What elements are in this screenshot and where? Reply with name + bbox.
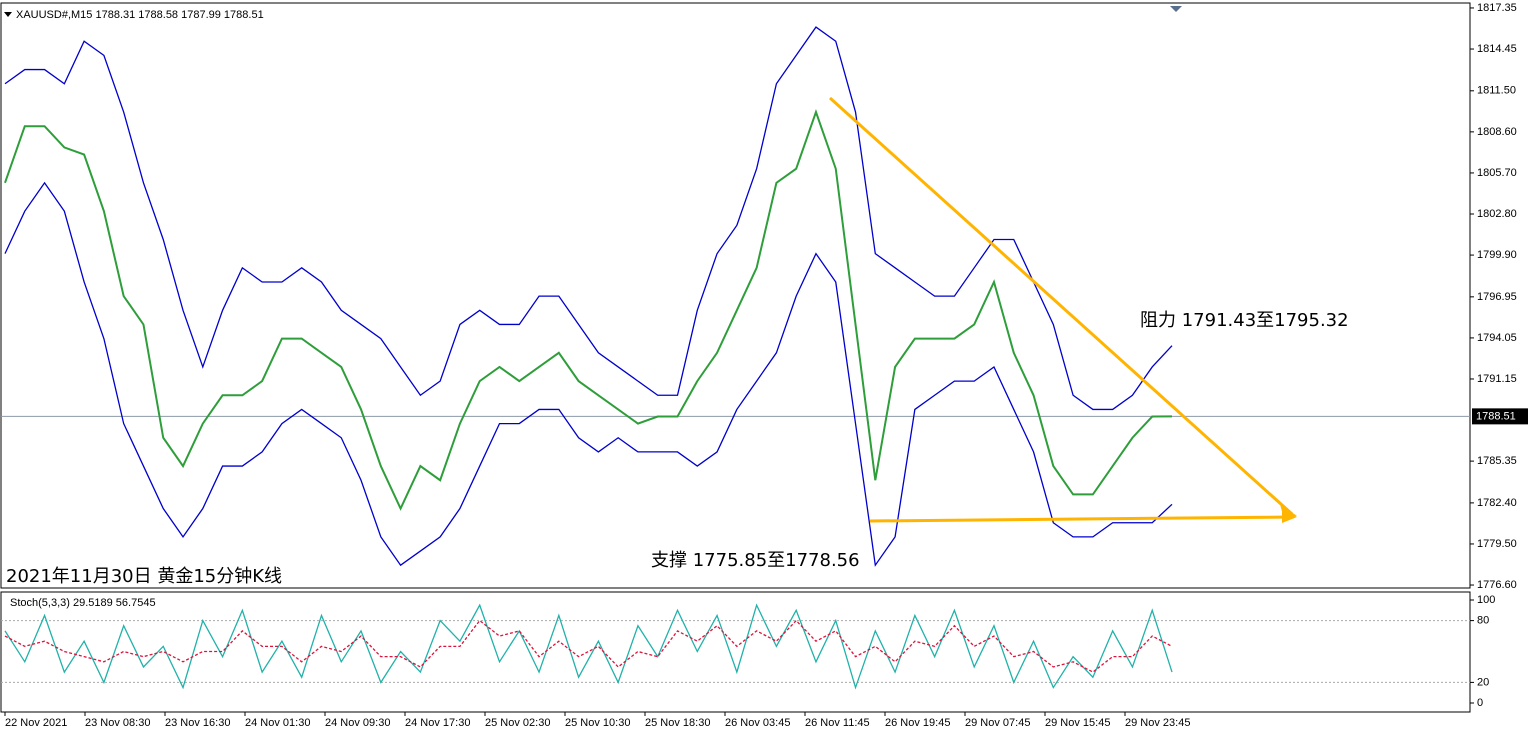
y-tick-label: 1805.70 — [1477, 167, 1517, 179]
current-price-label: 1788.51 — [1476, 410, 1516, 422]
stoch-line — [4, 603, 1173, 690]
x-tick-label: 25 Nov 18:30 — [645, 717, 710, 729]
y-tick-label: 1817.35 — [1477, 2, 1517, 14]
x-tick-label: 29 Nov 07:45 — [965, 717, 1030, 729]
stoch-tick-label: 20 — [1477, 676, 1489, 688]
support-trendline — [869, 515, 1293, 523]
y-tick-label: 1776.60 — [1477, 579, 1517, 591]
x-tick-label: 22 Nov 2021 — [5, 717, 67, 729]
stoch-label: Stoch(5,3,3) 29.5189 56.7545 — [10, 597, 156, 609]
stoch-tick-label: 80 — [1477, 615, 1489, 627]
x-tick-label: 25 Nov 10:30 — [565, 717, 630, 729]
y-tick-label: 1782.40 — [1477, 497, 1517, 509]
y-tick-label: 1802.80 — [1477, 208, 1517, 220]
x-tick-label: 24 Nov 17:30 — [405, 717, 470, 729]
x-tick-label: 25 Nov 02:30 — [485, 717, 550, 729]
x-tick-label: 26 Nov 19:45 — [885, 717, 950, 729]
x-tick-label: 24 Nov 01:30 — [245, 717, 310, 729]
stoch-panel — [0, 591, 1471, 713]
shift-marker — [1170, 6, 1182, 12]
x-tick-label: 26 Nov 03:45 — [725, 717, 790, 729]
x-tick-label: 29 Nov 23:45 — [1125, 717, 1190, 729]
symbol-header: XAUUSD#,M15 1788.31 1788.58 1787.99 1788… — [16, 9, 264, 21]
price-line — [4, 26, 1173, 411]
y-tick-label: 1811.50 — [1477, 85, 1516, 97]
y-tick-label: 1808.60 — [1477, 126, 1517, 138]
y-tick-label: 1799.90 — [1477, 249, 1517, 261]
y-tick-label: 1779.50 — [1477, 538, 1517, 550]
x-tick-label: 23 Nov 08:30 — [85, 717, 150, 729]
y-tick-label: 1794.05 — [1477, 332, 1517, 344]
x-tick-label: 26 Nov 11:45 — [805, 717, 870, 729]
stoch-tick-label: 100 — [1477, 594, 1495, 606]
x-tick-label: 23 Nov 16:30 — [165, 717, 230, 729]
stoch-tick-label: 0 — [1477, 697, 1483, 709]
current-price-box — [1472, 408, 1528, 425]
main-panel — [0, 2, 1471, 589]
support-label: 支撑 1775.85至1778.56 — [651, 550, 860, 571]
chart-title: 2021年11月30日 黄金15分钟K线 — [6, 566, 282, 587]
arrowhead — [1282, 511, 1297, 523]
resistance-trendline — [828, 96, 1294, 516]
y-tick-label: 1785.35 — [1477, 455, 1517, 467]
x-tick-label: 29 Nov 15:45 — [1045, 717, 1110, 729]
x-tick-label: 24 Nov 09:30 — [325, 717, 390, 729]
y-tick-label: 1791.15 — [1477, 373, 1517, 385]
y-tick-label: 1814.45 — [1477, 43, 1517, 55]
resistance-label: 阻力 1791.43至1795.32 — [1140, 310, 1349, 331]
price-line — [4, 109, 1173, 511]
y-tick-label: 1796.95 — [1477, 291, 1517, 303]
header-icon — [4, 12, 12, 17]
price-line — [4, 181, 1173, 567]
